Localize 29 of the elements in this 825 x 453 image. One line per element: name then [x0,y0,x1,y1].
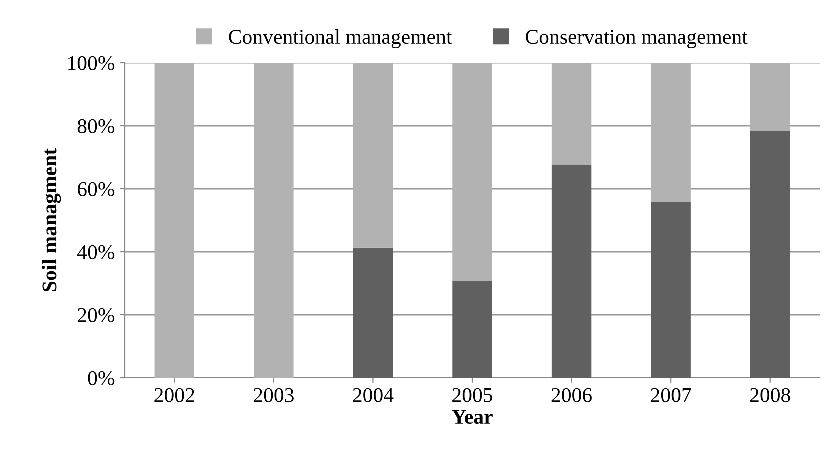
x-tick-label: 2005 [452,388,493,402]
x-tick-label: 2002 [154,388,194,402]
bar [254,63,294,378]
bar [552,164,592,378]
bar [452,63,492,282]
bar [750,130,790,378]
y-tick-label: 100% [68,56,115,70]
y-tick-label: 60% [78,182,115,196]
y-tick-label: 80% [78,119,115,134]
x-tick-label: 2004 [353,388,394,402]
bar [651,63,691,202]
bar [750,63,790,131]
x-axis-title: Year [452,410,493,424]
x-tick-label: 2008 [750,388,790,402]
bar [154,63,194,378]
x-tick-label: 2006 [552,388,592,402]
x-tick-label: 2003 [254,388,294,402]
bar [552,63,592,165]
y-tick-label: 0% [88,371,115,386]
y-tick-label: 40% [78,245,115,260]
x-tick-label: 2007 [651,388,692,402]
y-tick-label: 20% [78,308,115,322]
y-axis-title: Soil managment [42,148,62,292]
legend-label: Conservation management [526,30,748,48]
bar [452,281,492,378]
legend-label: Conventional management [229,29,452,48]
bar [651,202,691,378]
bar [353,63,394,248]
bar [353,248,394,378]
